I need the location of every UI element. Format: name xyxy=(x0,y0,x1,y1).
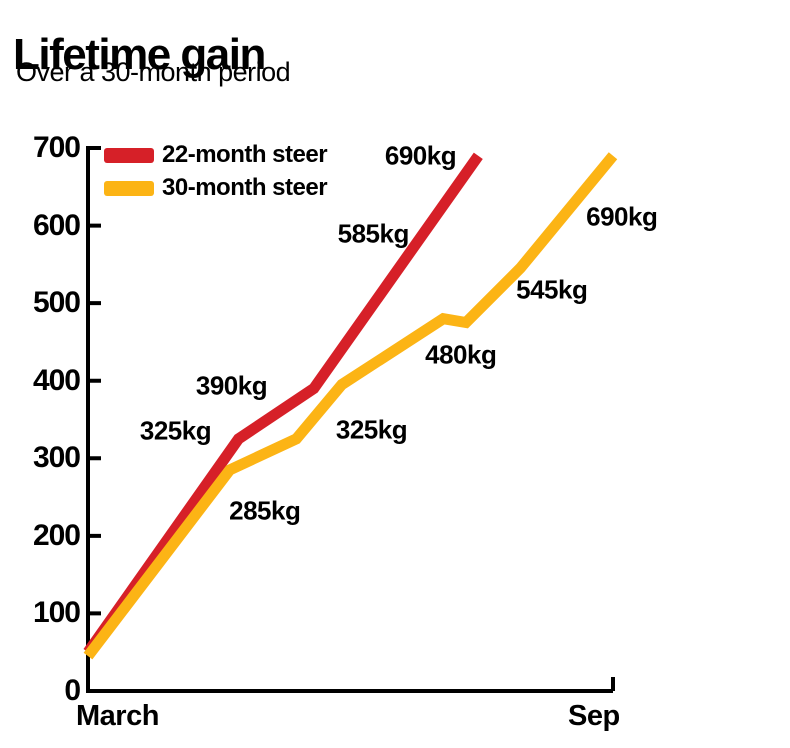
y-tick-label: 0 xyxy=(64,674,81,707)
legend-item-30-month-steer: 30-month steer xyxy=(104,174,328,201)
legend-item-22-month-steer: 22-month steer xyxy=(104,141,328,168)
y-tick-label: 300 xyxy=(32,441,81,475)
series-line-22-month-steer xyxy=(83,152,483,656)
legend-swatch-yellow xyxy=(104,180,154,196)
legend: 22-month steer 30-month steer xyxy=(104,141,328,210)
chart-title: Lifetime gain xyxy=(13,30,266,80)
legend-swatch-red xyxy=(104,147,154,163)
series-line-30-month-steer xyxy=(83,152,618,660)
y-tick-label: 200 xyxy=(32,518,81,552)
y-tick-label: 600 xyxy=(32,208,81,242)
x-tick-label-sep: Sep xyxy=(568,700,620,732)
y-tick-label: 700 xyxy=(32,131,81,164)
x-tick-label-march: March xyxy=(76,700,159,732)
legend-label-30-month-steer: 30-month steer xyxy=(162,174,328,201)
chart-subtitle: Over a 30-month period xyxy=(16,57,291,87)
data-label: 285kg xyxy=(229,495,301,526)
y-tick-label: 100 xyxy=(32,596,81,630)
y-tick-label: 400 xyxy=(32,363,81,397)
data-label: 545kg xyxy=(516,274,588,305)
data-label: 325kg xyxy=(139,415,212,446)
y-tick-label: 500 xyxy=(32,286,81,320)
data-label: 585kg xyxy=(337,218,410,249)
data-label: 325kg xyxy=(335,414,408,445)
data-label: 480kg xyxy=(425,339,497,370)
data-label: 390kg xyxy=(195,370,268,401)
legend-label-22-month-steer: 22-month steer xyxy=(162,141,328,168)
axes xyxy=(86,146,615,693)
data-label: 690kg xyxy=(384,140,457,171)
data-label: 690kg xyxy=(586,201,658,232)
